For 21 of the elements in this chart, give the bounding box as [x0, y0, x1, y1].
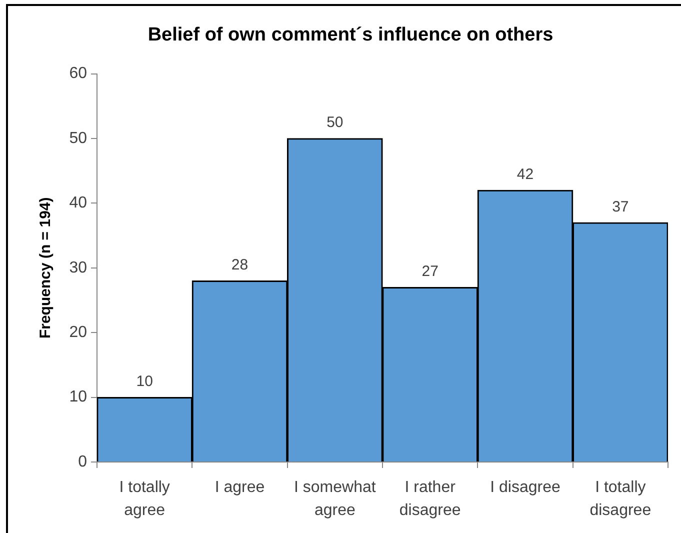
x-tick-label: I somewhat agree — [294, 479, 376, 520]
y-tick-label: 60 — [69, 65, 88, 82]
data-label: 10 — [136, 372, 153, 390]
x-tick-label: I disagree — [490, 479, 560, 496]
x-tick-label: I agree — [214, 479, 265, 496]
data-label: 42 — [516, 166, 534, 183]
data-label: 37 — [612, 198, 629, 216]
y-tick-label: 30 — [69, 259, 88, 276]
chart-title: Belief of own comment´s influence on others — [148, 24, 554, 46]
x-tick-label: I totally agree — [119, 479, 170, 520]
y-tick-label: 10 — [69, 388, 88, 406]
y-axis-title: Frequency (n = 194) — [37, 197, 54, 339]
y-tick-label: 0 — [78, 453, 88, 470]
y-tick-label: 40 — [69, 194, 88, 212]
data-label: 27 — [422, 262, 438, 280]
data-label: 50 — [326, 114, 344, 132]
x-tick-label: I totally disagree — [590, 479, 652, 520]
y-tick-label: 20 — [69, 324, 88, 342]
x-tick-label: I rather disagree — [399, 479, 461, 520]
y-tick-label: 50 — [69, 130, 88, 147]
data-label: 28 — [231, 256, 248, 274]
